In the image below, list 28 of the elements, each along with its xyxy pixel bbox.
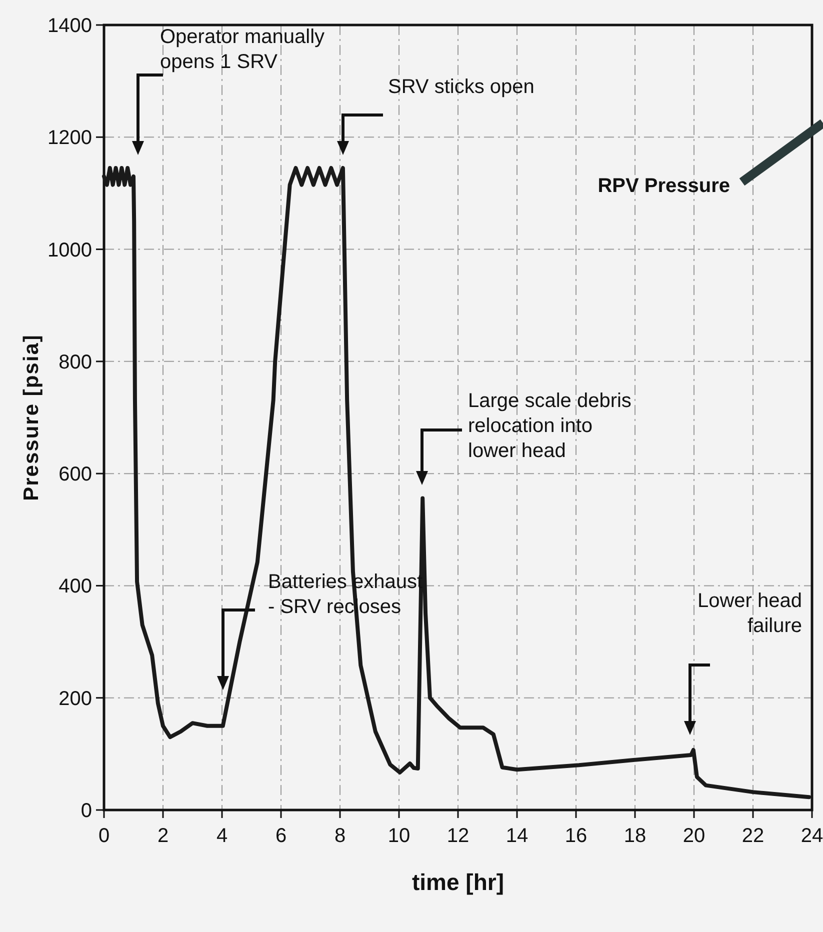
x-axis-title: time [hr] [412, 869, 504, 895]
y-tick-label: 600 [58, 464, 92, 486]
x-tick-label: 18 [624, 825, 646, 847]
y-tick-label: 400 [58, 576, 92, 598]
x-tick-label: 10 [388, 825, 410, 847]
y-axis-title: Pressure [psia] [20, 334, 43, 501]
x-tick-label: 12 [446, 825, 470, 847]
x-tick-label: 14 [506, 825, 528, 847]
x-tick-label: 8 [334, 825, 346, 847]
annotation: Operator manually opens 1 SRV [160, 26, 325, 73]
y-tick-label: 1200 [48, 127, 92, 150]
x-tick-label: 0 [98, 825, 110, 847]
x-tick-label: 4 [216, 825, 228, 847]
annotation: RPV Pressure [598, 175, 730, 197]
y-tick-label: 200 [58, 688, 92, 710]
y-tick-label: 1400 [48, 15, 92, 37]
annotation: SRV sticks open [388, 76, 534, 98]
annotation: Lower head failure [697, 590, 802, 637]
x-tick-label: 24 [800, 825, 823, 847]
x-tick-label: 20 [682, 825, 706, 847]
x-tick-label: 2 [157, 825, 169, 847]
x-tick-label: 16 [564, 825, 588, 847]
y-tick-label: 0 [80, 800, 92, 822]
x-tick-label: 22 [742, 825, 764, 847]
y-tick-label: 800 [58, 351, 92, 374]
y-tick-label: 1000 [48, 239, 92, 262]
annotation: Large scale debris relocation into lower head [468, 390, 632, 462]
x-tick-label: 6 [275, 825, 287, 847]
